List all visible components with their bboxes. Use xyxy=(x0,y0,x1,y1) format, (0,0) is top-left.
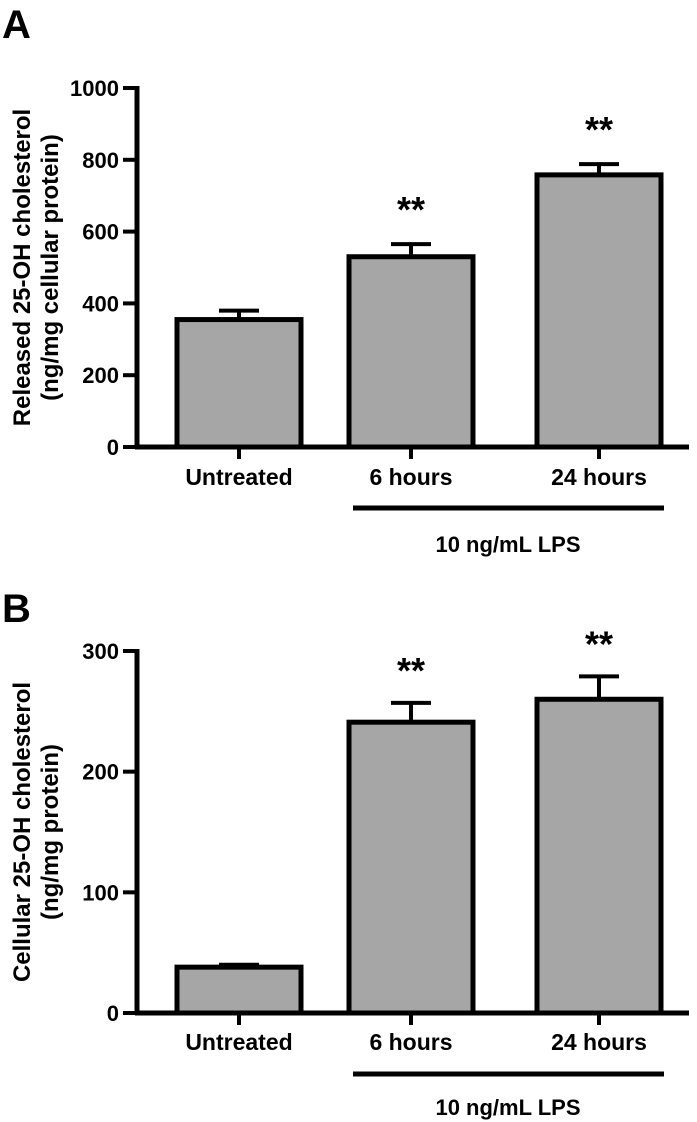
panel-a-ylabel-line2: (ng/mg cellular protein) xyxy=(37,134,64,401)
panel-b-xtick-label-2: 6 hours xyxy=(369,1029,452,1055)
panel-a-significance-2: ** xyxy=(397,189,425,230)
panel-a-ylabel-line1: Released 25-OH cholesterol xyxy=(9,109,36,426)
panel-a-ytick-label: 0 xyxy=(107,435,119,460)
panel-b-ytick-label: 100 xyxy=(82,880,119,905)
panel-b-ytick-label: 300 xyxy=(82,639,119,664)
panel-b-ylabel-line1: Cellular 25-OH cholesterol xyxy=(9,682,36,982)
panel-a-xtick-label-2: 6 hours xyxy=(369,464,452,490)
panel-b-group-label: 10 ng/mL LPS xyxy=(435,1095,580,1120)
panel-a-significance-3: ** xyxy=(585,109,613,150)
panel-a-bar-1 xyxy=(174,317,304,450)
panel-a-bar-2 xyxy=(346,254,476,450)
panel-a-bar-3 xyxy=(534,172,664,450)
panel-b-bar-3 xyxy=(534,696,664,1016)
panel-b-xtick-label-3: 24 hours xyxy=(551,1029,647,1055)
panel-a-xtick-label-1: Untreated xyxy=(185,464,292,490)
panel-b-ylabel-line2: (ng/mg protein) xyxy=(37,744,64,920)
panel-b-xtick-label-1: Untreated xyxy=(185,1029,292,1055)
panel-a-xtick-label-3: 24 hours xyxy=(551,464,647,490)
panel-b-bar-2 xyxy=(346,719,476,1016)
panel-a-ytick-label: 600 xyxy=(82,220,119,245)
panel-a-ytick-label: 400 xyxy=(82,291,119,316)
panel-a-group-label: 10 ng/mL LPS xyxy=(435,532,580,557)
panel-a-letter: A xyxy=(2,3,31,47)
panel-b-letter: B xyxy=(2,587,31,631)
panel-a-ytick-label: 200 xyxy=(82,363,119,388)
panel-a-ytick-label: 800 xyxy=(82,148,119,173)
panel-a-ytick-label: 1000 xyxy=(70,76,119,101)
panel-b-significance-2: ** xyxy=(397,650,425,691)
panel-b-significance-3: ** xyxy=(585,623,613,664)
panel-b-ytick-label: 0 xyxy=(107,1001,119,1026)
panel-b-ytick-label: 200 xyxy=(82,760,119,785)
panel-b-bar-1 xyxy=(174,964,304,1016)
